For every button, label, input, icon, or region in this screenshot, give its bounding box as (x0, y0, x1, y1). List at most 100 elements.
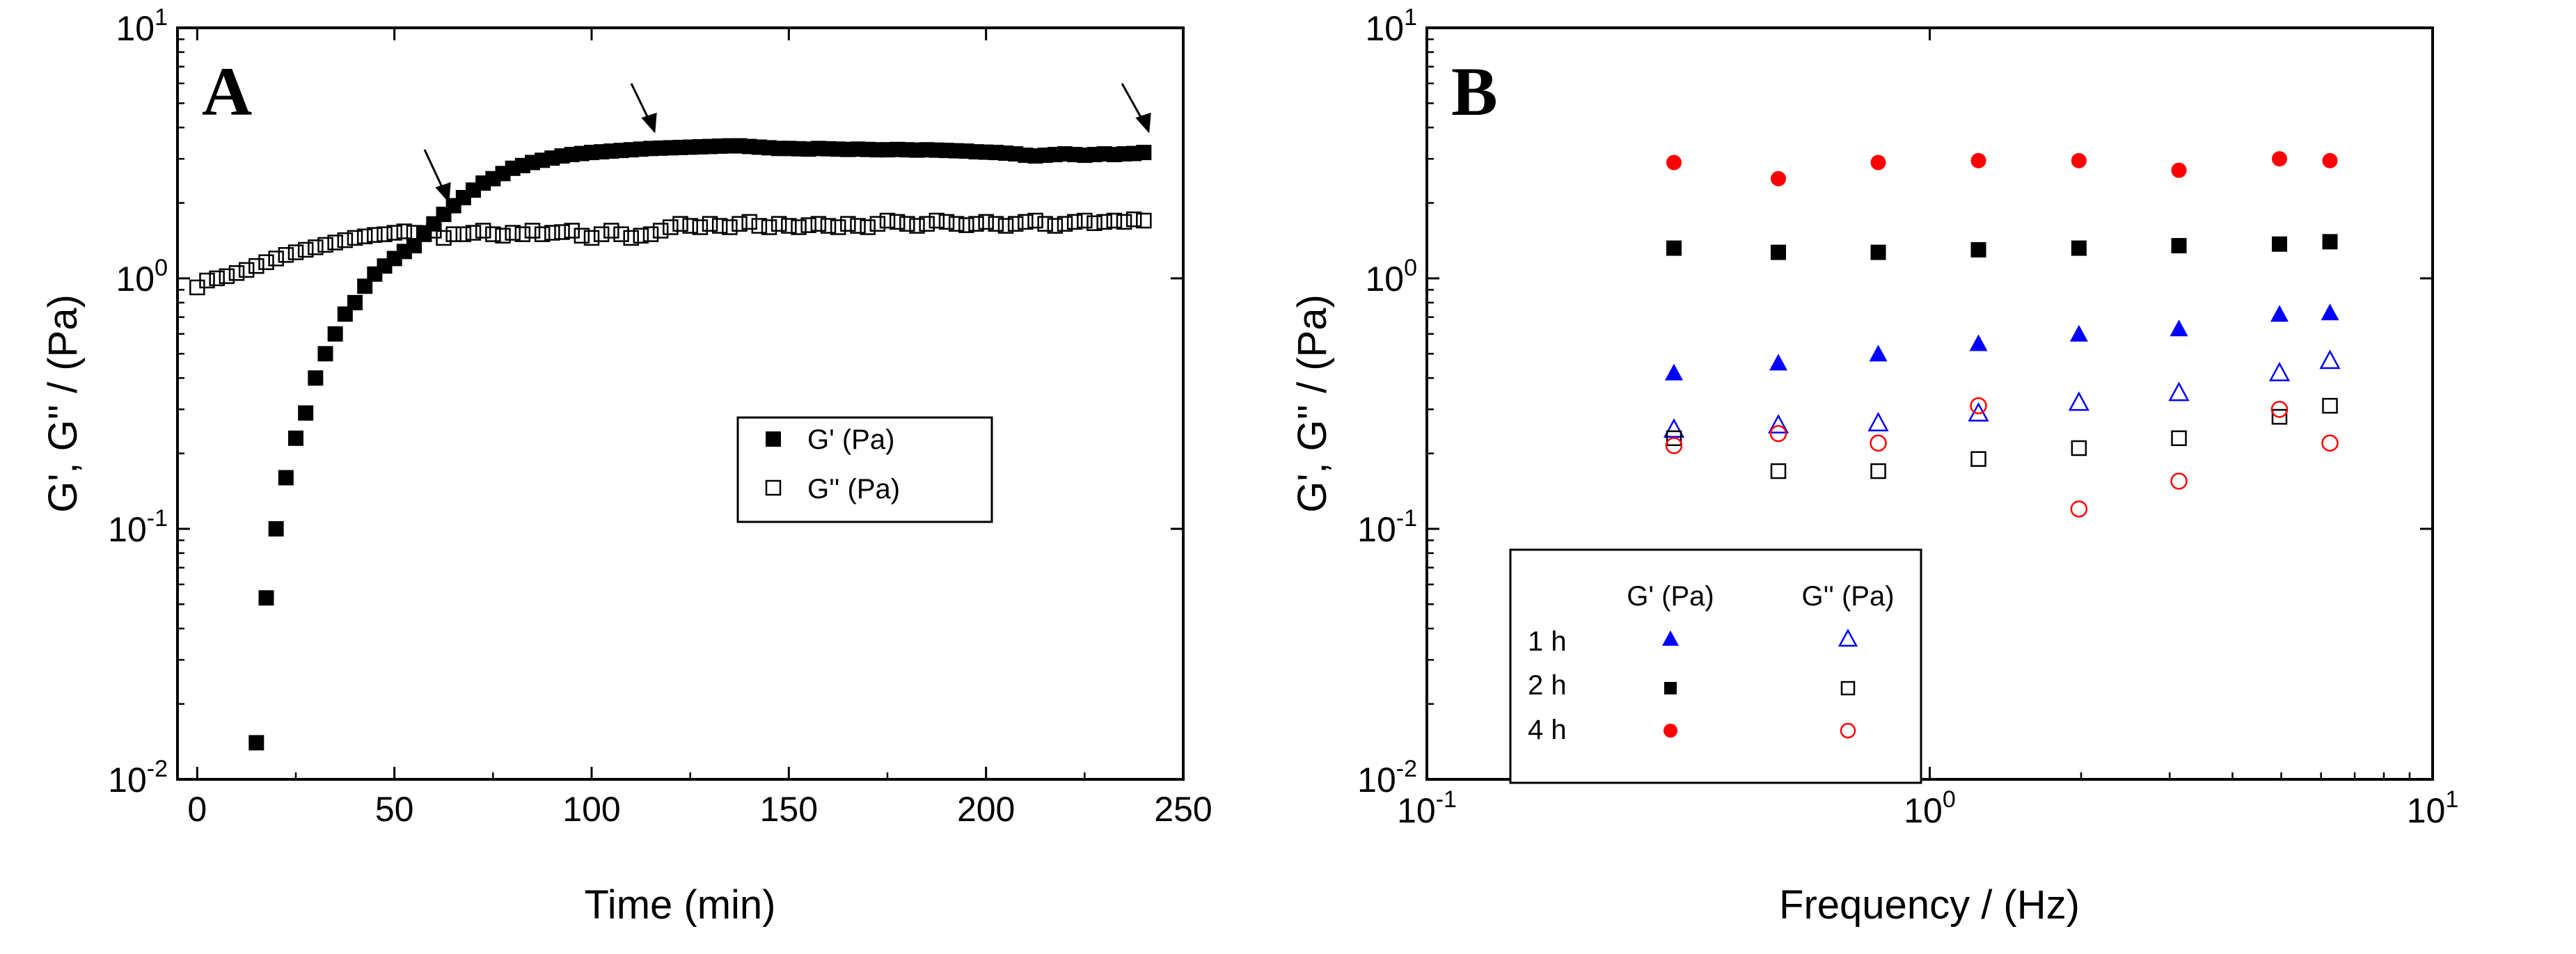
gdoubleprime-point (1037, 216, 1053, 232)
gdoubleprime-point (1136, 212, 1152, 229)
freq-point-open-triangle (2068, 391, 2089, 411)
legend-1h-open-triangle (1838, 628, 1858, 647)
gdoubleprime-point (840, 216, 856, 232)
panel-a-label: A (202, 53, 252, 130)
panel-b-y-tick-label: 101 (1365, 4, 1417, 48)
panel-a-arrows (423, 83, 1151, 203)
panel-a-y-tick-label: 10-2 (108, 756, 168, 800)
freq-point-filled-triangle (2069, 324, 2088, 342)
gprime-point (298, 405, 314, 421)
freq-point-filled-square (1870, 244, 1886, 260)
gdoubleprime-point (396, 223, 413, 239)
freq-point-filled-circle (2322, 152, 2338, 168)
gdoubleprime-point (327, 234, 343, 251)
gdoubleprime-point (1027, 212, 1043, 229)
freq-point-open-square (2322, 397, 2338, 414)
gdoubleprime-point (702, 216, 718, 232)
gdoubleprime-point (574, 228, 590, 244)
freq-point-filled-triangle (1969, 334, 1988, 351)
gdoubleprime-point (919, 216, 935, 232)
legend-filled-square-marker (766, 431, 781, 447)
arrow-60min-head (435, 182, 451, 203)
gdoubleprime-point (465, 225, 482, 241)
gdoubleprime-point (485, 226, 501, 242)
gdoubleprime-point (722, 219, 738, 235)
gdoubleprime-point (347, 230, 363, 246)
gdoubleprime-point (1018, 214, 1034, 230)
panel-a-legend-gprime: G' (Pa) (807, 424, 894, 455)
panel-a-x-tick-label: 150 (760, 790, 818, 829)
gdoubleprime-point (386, 225, 402, 241)
gdoubleprime-point (534, 226, 551, 242)
gdoubleprime-point (879, 212, 896, 229)
freq-point-open-square (1666, 430, 1682, 447)
freq-point-filled-circle (2271, 151, 2287, 167)
freq-point-open-square (1870, 463, 1886, 479)
gdoubleprime-point (268, 251, 284, 267)
gdoubleprime-point (781, 218, 797, 234)
gdoubleprime-point (997, 218, 1014, 234)
panel-a-x-tick-label: 50 (375, 790, 414, 829)
freq-point-open-circle (2321, 434, 2339, 452)
gdoubleprime-point (1125, 211, 1142, 228)
legend-col-gdoubleprime: G'' (Pa) (1801, 581, 1894, 612)
gdoubleprime-point (337, 232, 354, 248)
panel-a-y-axis-label: G', G'' / (Pa) (40, 294, 86, 513)
freq-point-open-circle (2270, 400, 2289, 418)
panel-a-x-axis-label: Time (min) (585, 882, 776, 928)
freq-point-open-circle (1870, 434, 1887, 452)
gdoubleprime-point (692, 219, 709, 235)
arrow-110min-head (641, 112, 657, 134)
gdoubleprime-point (455, 226, 472, 242)
freq-point-filled-circle (1666, 154, 1682, 170)
freq-point-open-triangle (1663, 418, 1685, 438)
gdoubleprime-point (909, 218, 925, 234)
gdoubleprime-point (1116, 214, 1132, 230)
freq-point-filled-circle (2171, 162, 2187, 178)
gdoubleprime-point (544, 225, 560, 241)
gdoubleprime-point (495, 228, 511, 244)
gdoubleprime-point (968, 216, 984, 232)
panel-a-x-tick-label: 0 (187, 790, 207, 829)
gdoubleprime-point (1057, 216, 1073, 232)
freq-point-open-triangle (2268, 362, 2291, 381)
panel-b-y-axis-label: G', G'' / (Pa) (1290, 294, 1335, 513)
panel-b-x-tick-label: 10-1 (1397, 786, 1457, 830)
gdoubleprime-point (1096, 214, 1112, 230)
gdoubleprime-point (741, 214, 757, 230)
panel-a: 0 50 100 150 200 250 10-2 10-1 100 101 A Time (mi… (40, 4, 1212, 928)
panel-a-y-tick-label: 100 (116, 255, 168, 299)
panel-b-y-tick-label: 10-1 (1357, 505, 1417, 549)
gprime-point (278, 470, 294, 486)
gprime-point (258, 590, 274, 606)
gdoubleprime-point (623, 230, 639, 246)
gdoubleprime-point (248, 258, 264, 274)
legend-4h-filled-circle (1664, 724, 1677, 738)
gdoubleprime-point (514, 226, 531, 242)
gdoubleprime-point (663, 219, 679, 235)
gprime-point (268, 521, 284, 536)
gdoubleprime-point (652, 223, 669, 239)
panel-b-x-axis-label: Frequency / (Hz) (1779, 882, 2080, 928)
gprime-point (308, 370, 324, 386)
gdoubleprime-point (238, 262, 255, 278)
panel-a-plot-area (176, 26, 1185, 781)
freq-point-filled-circle (1970, 152, 1986, 168)
gdoubleprime-point (436, 230, 452, 246)
panel-a-legend-gdoubleprime: G'' (Pa) (807, 474, 900, 504)
legend-row-4h: 4 h (1528, 715, 1567, 745)
gdoubleprime-point (889, 214, 906, 230)
freq-point-filled-triangle (2270, 305, 2289, 322)
freq-point-open-square (2171, 430, 2187, 447)
gdoubleprime-point (642, 226, 659, 242)
legend-2h-filled-square (1664, 682, 1677, 694)
gdoubleprime-point (1066, 214, 1083, 230)
gdoubleprime-point (948, 216, 965, 232)
gdoubleprime-point (258, 254, 274, 271)
panel-a-marks (189, 138, 1152, 751)
panel-b-legend-box (1509, 548, 1922, 784)
freq-point-open-triangle (1867, 412, 1889, 431)
